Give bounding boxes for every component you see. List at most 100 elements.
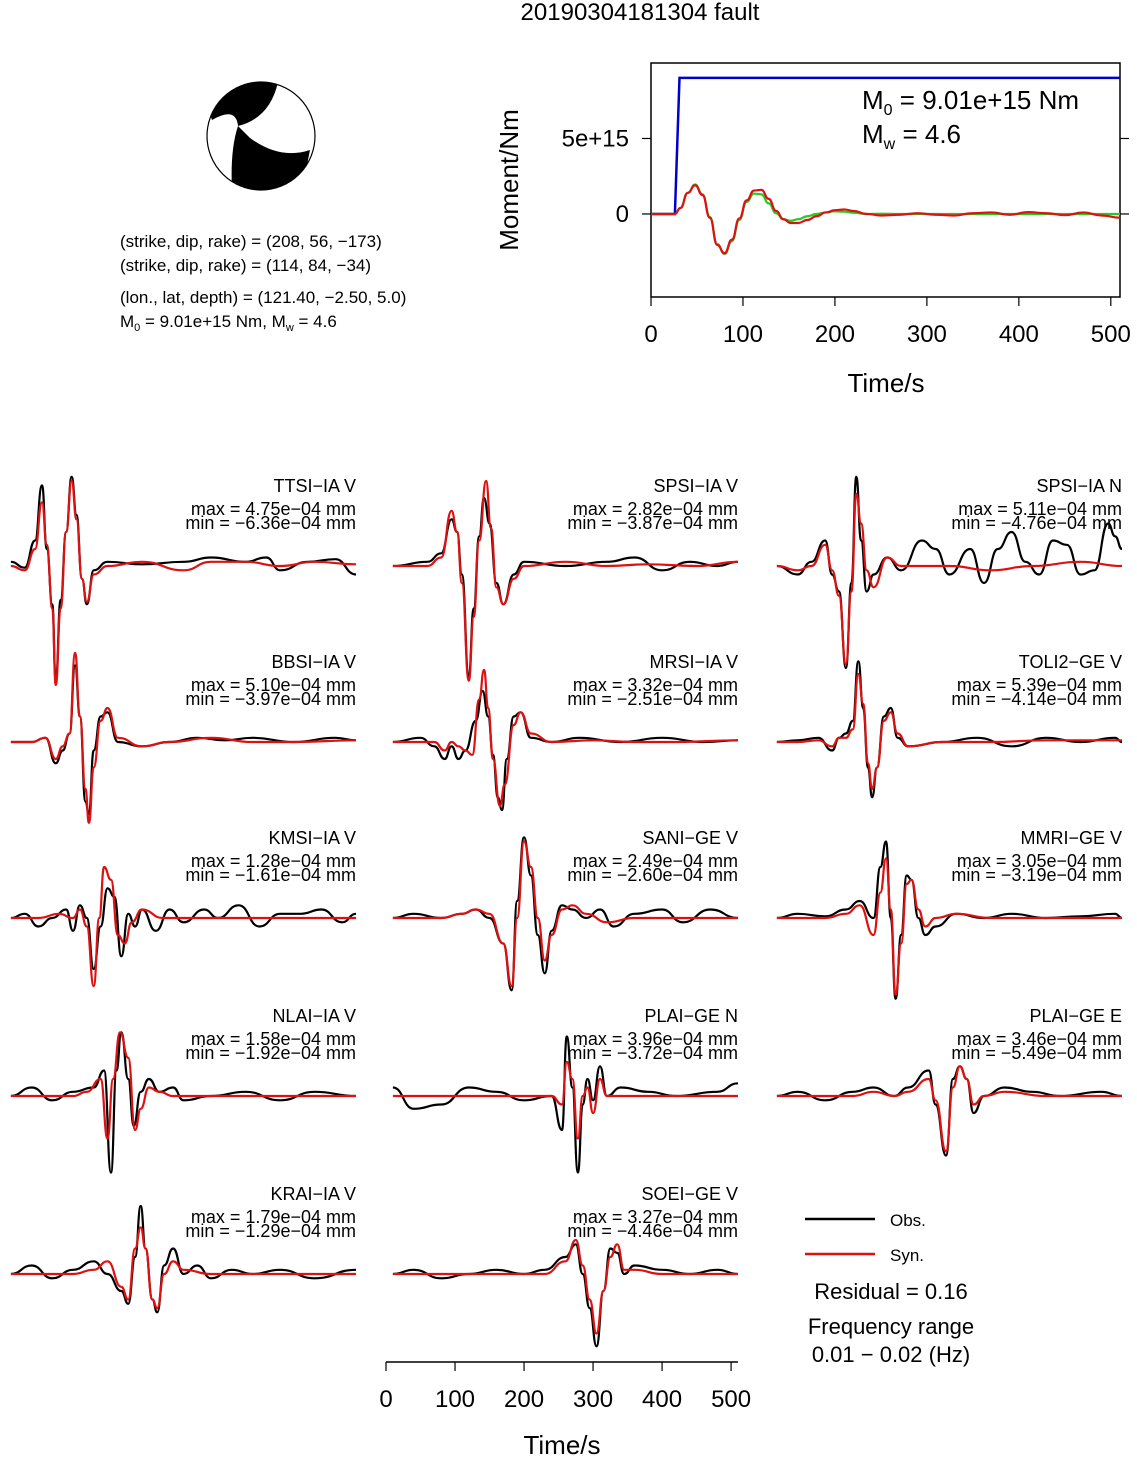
synthetic-trace	[10, 479, 357, 687]
moment-m0-annotation: M0 = 9.01e+15 Nm	[862, 85, 1079, 119]
frequency-label: Frequency range	[808, 1314, 974, 1339]
moment-plot-frame	[650, 62, 1121, 298]
station-label: TTSI−IA V	[273, 476, 356, 496]
min-amplitude-label: min = −5.49e−04 mm	[951, 1043, 1122, 1063]
station-label: MMRI−GE V	[1020, 828, 1122, 848]
min-amplitude-label: min = −6.36e−04 mm	[185, 513, 356, 533]
min-amplitude-label: min = −2.60e−04 mm	[567, 865, 738, 885]
moment-xtick-label: 100	[723, 321, 763, 348]
waveform-xtick-label: 500	[711, 1386, 751, 1413]
moment-ytick-label: 5e+15	[562, 125, 629, 152]
station-label: BBSI−IA V	[271, 652, 356, 672]
moment-xtick-label: 400	[999, 321, 1039, 348]
max-amplitude-label: max = 3.27e−04 mm	[573, 1207, 738, 1227]
station-label: SPSI−IA N	[1036, 476, 1122, 496]
max-amplitude-label: max = 1.28e−04 mm	[191, 851, 356, 871]
synthetic-trace	[392, 1060, 738, 1140]
min-amplitude-label: min = −3.87e−04 mm	[567, 513, 738, 533]
synthetic-trace	[776, 672, 1122, 790]
waveform-xlabel: Time/s	[523, 1430, 600, 1458]
waveform-xtick-label: 200	[504, 1386, 544, 1413]
moment-xtick-label: 300	[907, 321, 947, 348]
moment-text: M0 = 9.01e+15 Nm, Mw = 4.6	[120, 312, 337, 334]
station-label: KMSI−IA V	[268, 828, 356, 848]
synthetic-trace	[10, 865, 356, 988]
observed-trace	[392, 1035, 739, 1174]
moment-xlabel: Time/s	[847, 368, 924, 398]
max-amplitude-label: max = 2.49e−04 mm	[573, 851, 738, 871]
legend: Obs. Syn. Residual = 0.16 Frequency rang…	[805, 1211, 974, 1367]
min-amplitude-label: min = −3.97e−04 mm	[185, 689, 356, 709]
station-label: NLAI−IA V	[272, 1006, 356, 1026]
moment-ylabel: Moment/Nm	[494, 109, 524, 251]
station-label: SOEI−GE V	[641, 1184, 738, 1204]
station-label: TOLI2−GE V	[1019, 652, 1122, 672]
min-amplitude-label: min = −4.76e−04 mm	[951, 513, 1122, 533]
waveform-xtick-label: 0	[379, 1386, 392, 1413]
moment-chart: 0 100 200 300 400 500 0 5e+15 Time/s Moment/Nm M0 …	[494, 62, 1131, 398]
station-label: PLAI−GE N	[644, 1006, 738, 1026]
min-amplitude-label: min = −3.72e−04 mm	[567, 1043, 738, 1063]
residual-text: Residual = 0.16	[814, 1279, 968, 1304]
waveform-xtick-label: 400	[642, 1386, 682, 1413]
max-amplitude-label: max = 5.11e−04 mm	[958, 499, 1122, 519]
station-label: SPSI−IA V	[653, 476, 738, 496]
moment-xtick-label: 0	[644, 321, 657, 348]
station-label: MRSI−IA V	[649, 652, 738, 672]
moment-series-moment-rate-red	[651, 184, 1121, 255]
min-amplitude-label: min = −2.51e−04 mm	[567, 689, 738, 709]
observed-trace	[776, 840, 1123, 1000]
legend-syn-label: Syn.	[890, 1246, 924, 1265]
moment-series-moment-rate-green	[651, 183, 1120, 256]
legend-obs-label: Obs.	[890, 1211, 926, 1230]
max-amplitude-label: max = 1.79e−04 mm	[191, 1207, 356, 1227]
station-label: KRAI−IA V	[270, 1184, 356, 1204]
max-amplitude-label: max = 3.96e−04 mm	[573, 1029, 738, 1049]
plane1-text: (strike, dip, rake) = (208, 56, −173)	[120, 232, 382, 251]
synthetic-trace	[392, 479, 739, 682]
min-amplitude-label: min = −4.14e−04 mm	[951, 689, 1122, 709]
moment-xtick-label: 500	[1091, 321, 1131, 348]
observed-trace	[10, 664, 357, 816]
synthetic-trace	[776, 1065, 1122, 1153]
synthetic-trace	[10, 1226, 356, 1310]
synthetic-trace	[10, 651, 357, 824]
max-amplitude-label: max = 4.75e−04 mm	[191, 499, 356, 519]
max-amplitude-label: max = 2.82e−04 mm	[573, 499, 738, 519]
moment-ytick-label: 0	[616, 201, 629, 228]
waveform-xtick-label: 100	[435, 1386, 475, 1413]
observed-trace	[10, 887, 357, 971]
figure-title: 20190304181304 fault	[521, 0, 760, 26]
observed-trace	[776, 475, 1123, 670]
max-amplitude-label: max = 3.05e−04 mm	[957, 851, 1122, 871]
location-text: (lon., lat, depth) = (121.40, −2.50, 5.0…	[120, 288, 406, 307]
station-label: SANI−GE V	[642, 828, 738, 848]
waveform-xtick-label: 300	[573, 1386, 613, 1413]
station-label: PLAI−GE E	[1029, 1006, 1122, 1026]
frequency-value: 0.01 − 0.02 (Hz)	[812, 1342, 970, 1367]
moment-mw-annotation: Mw = 4.6	[862, 119, 961, 153]
min-amplitude-label: min = −1.92e−04 mm	[185, 1043, 356, 1063]
waveform-time-axis: Time/s 0 100 200 300 400 500	[379, 1361, 751, 1458]
plane2-text: (strike, dip, rake) = (114, 84, −34)	[120, 256, 371, 275]
synthetic-trace	[392, 1238, 738, 1335]
max-amplitude-label: max = 1.58e−04 mm	[191, 1029, 356, 1049]
min-amplitude-label: min = −3.19e−04 mm	[951, 865, 1122, 885]
max-amplitude-label: max = 3.46e−04 mm	[957, 1029, 1122, 1049]
synthetic-trace	[10, 1031, 356, 1140]
synthetic-trace	[392, 668, 739, 807]
min-amplitude-label: min = −1.29e−04 mm	[185, 1221, 356, 1241]
synthetic-trace	[776, 492, 1123, 665]
